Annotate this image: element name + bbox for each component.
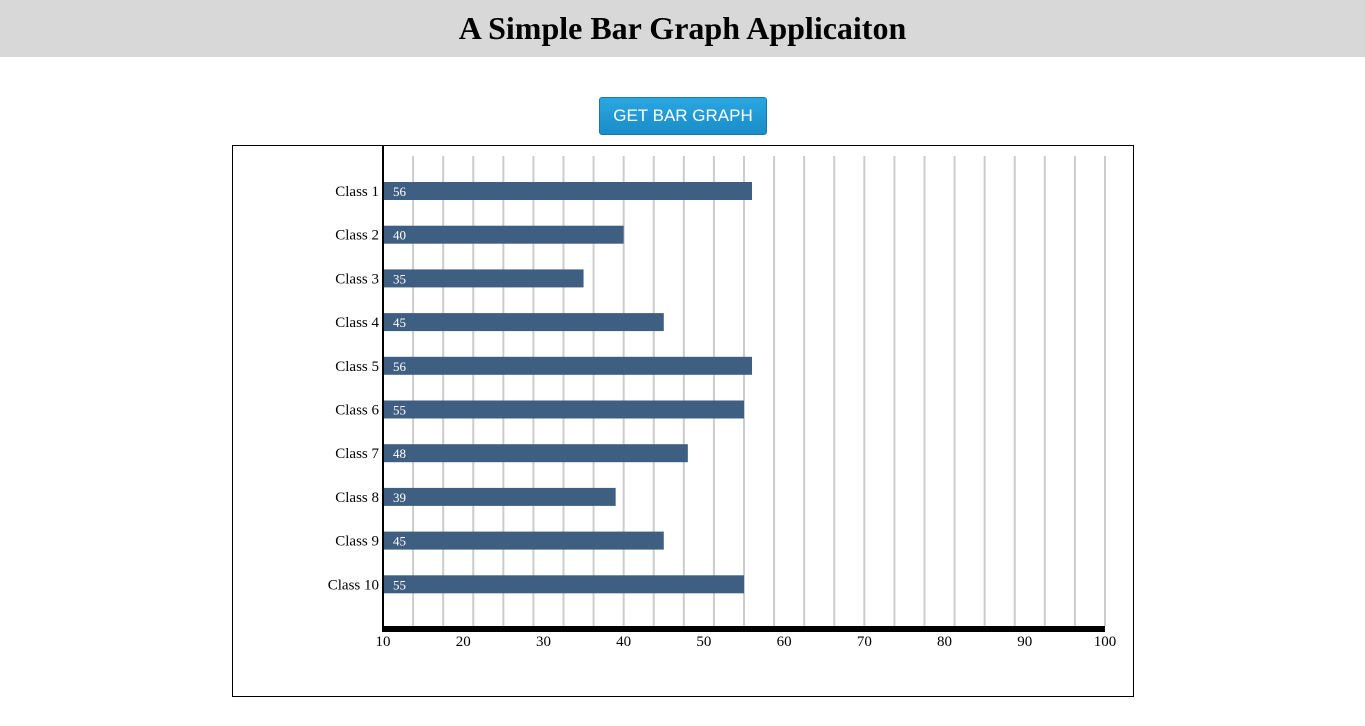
x-axis <box>383 626 1105 632</box>
x-tick-label: 60 <box>777 634 792 650</box>
x-tick-label: 50 <box>696 634 711 650</box>
bar-chart-container: 56 Class 1 40 Class 2 35 Class 3 45 Class 4 56 Cl… <box>232 145 1134 697</box>
bar <box>383 575 744 594</box>
x-tick-label: 90 <box>1017 634 1032 650</box>
category-label: Class 2 <box>335 228 379 244</box>
category-label: Class 8 <box>335 490 379 506</box>
app-header: A Simple Bar Graph Applicaiton <box>0 0 1365 57</box>
category-label: Class 6 <box>335 403 379 419</box>
bar-value-label: 45 <box>393 315 406 330</box>
bar <box>383 487 616 506</box>
bar <box>383 531 664 550</box>
bar-value-label: 56 <box>393 184 407 199</box>
x-tick-label: 10 <box>376 634 391 650</box>
category-label: Class 5 <box>335 359 379 375</box>
bar-value-label: 55 <box>393 403 406 418</box>
bar <box>383 444 688 463</box>
x-tick-label: 20 <box>456 634 471 650</box>
x-tick-label: 80 <box>937 634 952 650</box>
bar <box>383 269 584 288</box>
x-tick-label: 100 <box>1094 634 1117 650</box>
category-label: Class 7 <box>335 446 379 462</box>
page-title: A Simple Bar Graph Applicaiton <box>458 10 907 46</box>
get-bar-graph-button[interactable]: GET BAR GRAPH <box>599 97 767 135</box>
bar-value-label: 55 <box>393 577 406 592</box>
bar-value-label: 40 <box>393 228 406 243</box>
labels: 56 Class 1 40 Class 2 35 Class 3 45 Class 4 56 Cl… <box>328 184 1117 650</box>
bar-chart: 56 Class 1 40 Class 2 35 Class 3 45 Class 4 56 Cl… <box>328 146 1117 650</box>
bar-value-label: 35 <box>393 271 406 286</box>
bar <box>383 225 624 244</box>
category-label: Class 9 <box>335 534 379 550</box>
x-tick-label: 30 <box>536 634 551 650</box>
bar-value-label: 39 <box>393 490 406 505</box>
bar <box>383 356 753 375</box>
bar-value-label: 45 <box>393 534 406 549</box>
bar-value-label: 48 <box>393 446 406 461</box>
bar <box>383 182 753 200</box>
bar <box>383 313 664 332</box>
bar-value-label: 56 <box>393 359 407 374</box>
x-tick-label: 40 <box>616 634 631 650</box>
x-tick-label: 70 <box>857 634 872 650</box>
category-label: Class 10 <box>328 577 379 593</box>
bar <box>383 400 744 419</box>
category-label: Class 4 <box>335 315 379 331</box>
category-label: Class 3 <box>335 271 379 287</box>
category-label: Class 1 <box>335 184 379 200</box>
axes <box>382 146 1105 632</box>
bars <box>383 182 753 594</box>
